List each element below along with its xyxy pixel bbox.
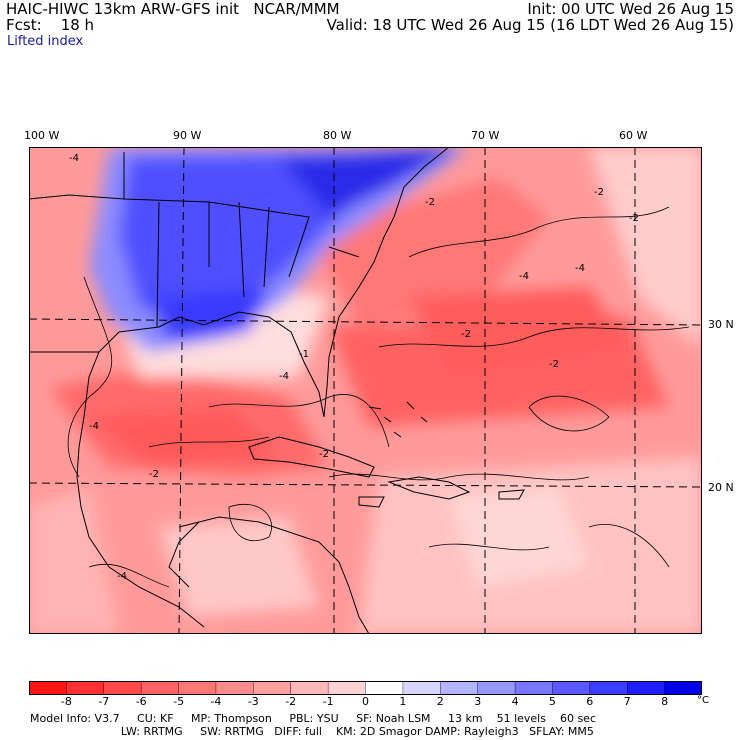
colorbar-tick-label: -3	[247, 695, 259, 708]
contour-label: -1	[299, 349, 309, 360]
contour-label: -4	[575, 263, 585, 274]
contour-label: -2	[549, 359, 559, 370]
colorbar-tick-label: -1	[322, 695, 334, 708]
colorbar-cell	[402, 681, 441, 695]
colorbar-cell	[29, 681, 68, 695]
contour-label: -2	[594, 187, 604, 198]
contour-label-group: -4 -4 -2 -4 -4 -2 -2 -2 -1 -2 -2 -4 -4 -…	[69, 153, 639, 582]
model-info-line: Model Info: V3.7 CU: KF MP: Thompson PBL…	[30, 712, 596, 725]
colorbar-tick-label: 0	[362, 695, 369, 708]
header-model-line: HAIC-HIWC 13km ARW-GFS init NCAR/MMM	[6, 1, 340, 18]
physics-info-line: LW: RRTMG SW: RRTMG DIFF: full KM: 2D Sm…	[30, 725, 594, 738]
colorbar-tick-label: -5	[173, 695, 185, 708]
contour-label: -4	[69, 153, 79, 164]
colorbar-unit: °C	[697, 695, 709, 706]
colorbar-tick-label: 5	[548, 695, 556, 708]
colorbar-cell	[589, 681, 628, 695]
valid-time: Valid: 18 UTC Wed 26 Aug 15 (16 LDT Wed …	[326, 16, 734, 34]
colorbar	[29, 681, 702, 695]
map-frame	[29, 147, 702, 634]
lat-label-20n: 20 N	[708, 481, 734, 494]
colorbar-tick-label: 3	[474, 695, 482, 708]
colorbar-tick-label: 4	[511, 695, 519, 708]
lifted-index-map: -4 -4 -2 -4 -4 -2 -2 -2 -1 -2 -2 -4 -4 -…	[29, 147, 702, 634]
colorbar-cell	[253, 681, 292, 695]
shaded-field	[29, 147, 702, 634]
colorbar-cell	[627, 681, 666, 695]
contour-label: -2	[319, 449, 329, 460]
colorbar-tick-label: 7	[623, 695, 631, 708]
forecast-hour: Fcst: 18 h	[6, 16, 95, 34]
contour-label: -2	[425, 197, 435, 208]
colorbar-frame	[29, 681, 702, 695]
colorbar-cell	[327, 681, 367, 695]
colorbar-cell	[514, 681, 554, 695]
contour-lines	[67, 206, 690, 588]
colorbar-tick-label: 2	[436, 695, 444, 708]
colorbar-cell	[365, 681, 404, 695]
colorbar-cell	[664, 681, 702, 695]
coastlines	[29, 147, 525, 634]
contour-label: -4	[117, 571, 127, 582]
lon-label-70w: 70 W	[471, 129, 500, 142]
org-label: NCAR/MMM	[253, 0, 340, 18]
contour-label: -4	[519, 271, 529, 282]
colorbar-tick-label: -8	[60, 695, 72, 708]
colorbar-tick-label: -4	[210, 695, 222, 708]
colorbar-tick-label: -2	[285, 695, 297, 708]
colorbar-cell	[215, 681, 255, 695]
colorbar-tick-label: -6	[135, 695, 147, 708]
colorbar-cell	[552, 681, 591, 695]
contour-label: -4	[279, 371, 289, 382]
lon-label-60w: 60 W	[619, 129, 648, 142]
lat-lon-grid	[29, 147, 702, 634]
colorbar-cell	[103, 681, 142, 695]
contour-label: -2	[629, 213, 639, 224]
colorbar-cell	[178, 681, 217, 695]
colorbar-tick-label: 6	[586, 695, 594, 708]
model-title: HAIC-HIWC 13km ARW-GFS init	[6, 0, 240, 18]
colorbar-cell	[477, 681, 516, 695]
colorbar-tick-label: -7	[98, 695, 110, 708]
field-name: Lifted index	[7, 34, 84, 49]
contour-label: -4	[89, 421, 99, 432]
colorbar-cell	[66, 681, 105, 695]
colorbar-cell	[140, 681, 180, 695]
lon-label-90w: 90 W	[173, 129, 202, 142]
init-time: Init: 00 UTC Wed 26 Aug 15	[527, 0, 734, 18]
contour-label: -2	[461, 329, 471, 340]
colorbar-tick-label: 8	[661, 695, 669, 708]
lon-label-100w: 100 W	[24, 129, 60, 142]
colorbar-cell	[290, 681, 329, 695]
colorbar-cell	[440, 681, 479, 695]
lat-label-30n: 30 N	[708, 318, 734, 331]
colorbar-tick-label: 1	[399, 695, 407, 708]
lon-label-80w: 80 W	[323, 129, 352, 142]
contour-label: -2	[149, 469, 159, 480]
